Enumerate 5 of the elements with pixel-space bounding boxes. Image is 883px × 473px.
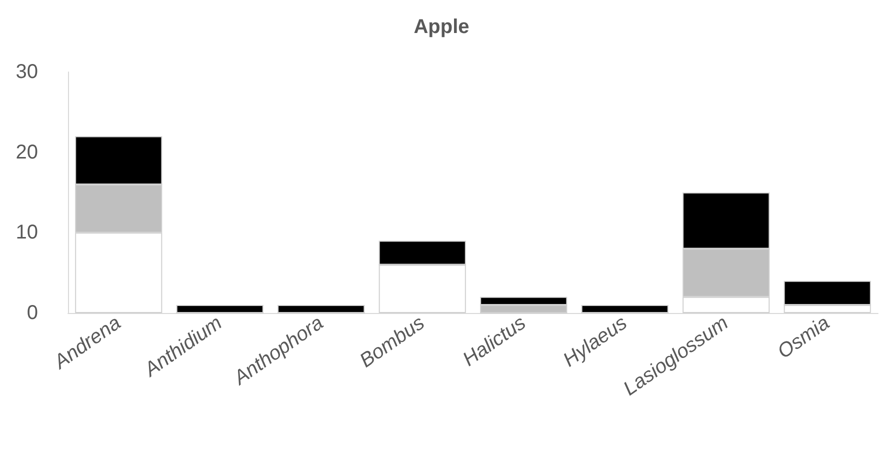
y-tick-label: 10 (16, 222, 38, 244)
chart-title: Apple (414, 16, 470, 38)
y-tick-label: 0 (26, 302, 38, 324)
y-tick-label: 30 (16, 61, 38, 83)
y-tick-label: 20 (16, 141, 38, 164)
